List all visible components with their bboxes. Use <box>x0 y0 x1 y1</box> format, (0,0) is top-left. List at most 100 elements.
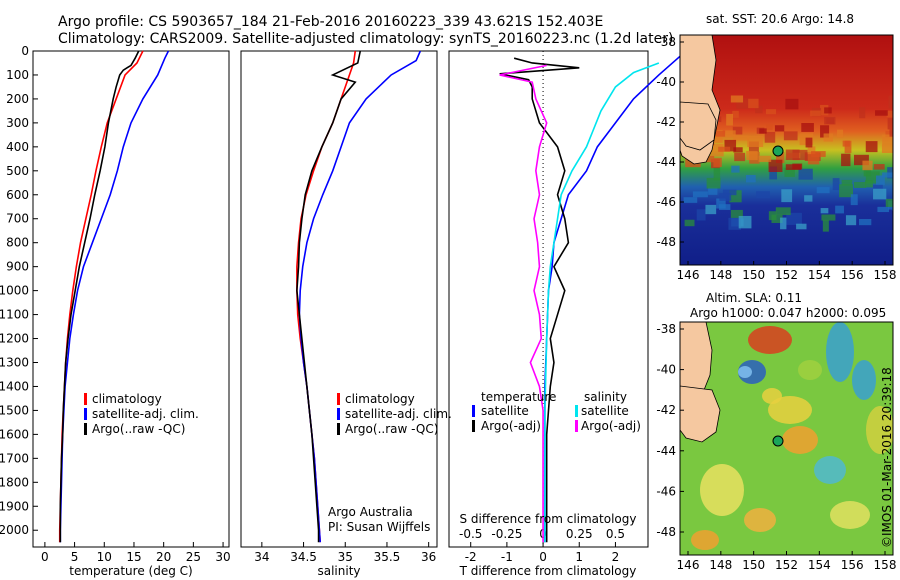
y-tick-label: 1700 <box>0 451 29 465</box>
sla-anomaly <box>700 464 744 516</box>
sst-cell <box>784 167 795 177</box>
legend-s-argo: Argo(-adj) <box>581 419 641 433</box>
map-y-tick-label: -46 <box>656 195 676 209</box>
sst-cell <box>768 159 783 173</box>
sla-map-title: Altim. SLA: 0.11 <box>706 291 802 305</box>
sst-map-title: sat. SST: 20.6 Argo: 14.8 <box>706 12 854 26</box>
sst-cell <box>764 131 776 143</box>
y-tick-label: 500 <box>6 164 29 178</box>
legend-swatch-argo <box>84 423 87 435</box>
sst-cell <box>732 110 739 118</box>
sst-cell <box>683 197 698 203</box>
sst-cell <box>732 126 743 135</box>
y-tick-label: 1900 <box>0 499 29 513</box>
sst-cell <box>877 206 889 213</box>
sst-cell <box>807 146 816 155</box>
map-y-tick-label: -42 <box>656 403 676 417</box>
y-tick-label: 1500 <box>0 403 29 417</box>
x-tick-label: 5 <box>71 550 79 564</box>
y-tick-label: 100 <box>6 68 29 82</box>
sst-cell <box>775 207 791 216</box>
sst-cell <box>785 149 800 161</box>
legend-swatch-s-argo <box>575 420 578 432</box>
map-y-tick-label: -46 <box>656 484 676 498</box>
sst-cell <box>781 189 793 203</box>
s-tick-label: 0.5 <box>606 527 625 541</box>
x-tick-label: 2 <box>612 550 620 564</box>
legend-swatch-satellite <box>84 408 87 420</box>
sst-cell <box>839 184 854 198</box>
legend-swatch-argo <box>337 423 340 435</box>
x-tick-label: 15 <box>126 550 141 564</box>
series-line-climatology <box>296 50 357 543</box>
y-tick-label: 1200 <box>0 332 29 346</box>
sst-cell <box>756 191 770 199</box>
sst-cell <box>807 152 820 165</box>
legend-swatch-t-satellite <box>472 405 475 417</box>
y-tick-label: 1000 <box>0 284 29 298</box>
legend-satellite: satellite-adj. clim. <box>345 407 452 421</box>
sst-cell <box>724 139 737 152</box>
sla-anomaly <box>866 406 893 454</box>
x-tick-label: 34.5 <box>290 550 317 564</box>
sst-cell <box>863 169 872 177</box>
temperature-series <box>58 50 170 543</box>
salinity-frame <box>240 50 438 548</box>
series-line-argo-adj- <box>499 64 548 543</box>
map-x-tick-label: 156 <box>841 558 864 572</box>
sst-cell <box>824 107 832 114</box>
map-x-tick-label: 150 <box>742 268 765 282</box>
sst-cell <box>835 205 844 214</box>
map-x-tick-label: 152 <box>775 558 798 572</box>
sst-cell <box>796 223 807 230</box>
sst-cell <box>705 204 717 215</box>
sst-cell <box>882 172 893 178</box>
map-x-tick-label: 154 <box>808 268 831 282</box>
legend-satellite: satellite-adj. clim. <box>92 407 199 421</box>
sst-cell <box>837 129 844 138</box>
map-y-tick-label: -42 <box>656 115 676 129</box>
sst-cell <box>876 175 885 186</box>
sst-cell <box>765 109 777 115</box>
sst-cell <box>771 214 783 223</box>
salinity-xlabel: salinity <box>317 564 360 578</box>
sst-cell <box>850 194 858 206</box>
x-tick-label: 35.5 <box>374 550 401 564</box>
sla-map-subtitle: Argo h1000: 0.047 h2000: 0.095 <box>690 306 886 320</box>
credit-argo-australia: Argo Australia <box>328 505 413 519</box>
x-tick-label: -1 <box>501 550 513 564</box>
map-x-tick-label: 152 <box>775 268 798 282</box>
sst-cell <box>822 219 829 232</box>
difference-panel: -2 -1 0 1 2 -0.5 -0.25 0 0.25 0.5 T difference f… <box>448 50 682 578</box>
salinity-panel: 34 34.5 35 35.5 36 salinity climatology sate… <box>240 50 452 578</box>
sst-cell <box>715 130 726 137</box>
legend-swatch-satellite <box>337 408 340 420</box>
sst-cell <box>811 151 826 157</box>
title-line-2: Climatology: CARS2009. Satellite-adjuste… <box>58 31 673 47</box>
sst-cell <box>684 219 695 227</box>
map-x-tick-label: 146 <box>677 268 700 282</box>
sst-cell <box>748 98 759 109</box>
series-line-argo-raw-qc- <box>296 50 362 543</box>
map-x-tick-label: 148 <box>709 558 732 572</box>
sst-cell <box>841 179 853 186</box>
y-tick-label: 400 <box>6 140 29 154</box>
sst-cell <box>845 215 857 226</box>
temperature-legend: climatology satellite-adj. clim. Argo(..… <box>84 392 199 436</box>
legend-argo: Argo(..raw -QC) <box>92 422 185 436</box>
x-tick-label: 36 <box>421 550 436 564</box>
map-y-tick-label: -44 <box>656 155 676 169</box>
x-tick-label: 25 <box>186 550 201 564</box>
sst-cell <box>820 125 830 138</box>
sst-cell <box>842 140 850 147</box>
sst-cell <box>716 198 726 209</box>
sst-cell <box>746 150 758 161</box>
sst-cell <box>759 128 767 134</box>
sst-cell <box>783 131 798 141</box>
sst-cell <box>738 215 752 229</box>
y-tick-label: 200 <box>6 92 29 106</box>
s-tick-label: -0.25 <box>491 527 522 541</box>
sst-cell <box>862 160 873 171</box>
sla-anomaly <box>826 322 854 382</box>
depth-axis: 0 100 200 300 400 500 600 700 800 900 1000 1100 1200… <box>0 44 38 537</box>
